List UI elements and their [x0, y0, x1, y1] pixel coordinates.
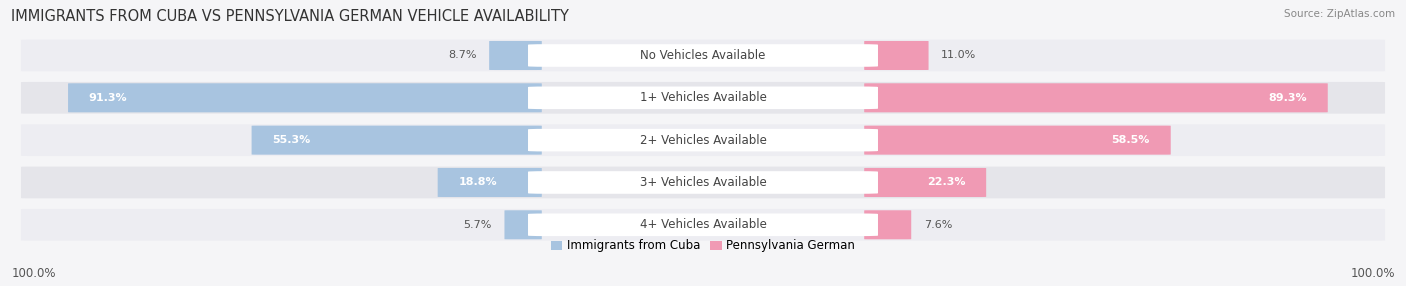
Text: 100.0%: 100.0%: [11, 267, 56, 280]
FancyBboxPatch shape: [865, 41, 928, 70]
FancyBboxPatch shape: [21, 166, 1385, 198]
Text: 89.3%: 89.3%: [1268, 93, 1308, 103]
Text: 2+ Vehicles Available: 2+ Vehicles Available: [640, 134, 766, 147]
Text: 11.0%: 11.0%: [941, 51, 976, 60]
FancyBboxPatch shape: [21, 209, 1385, 241]
FancyBboxPatch shape: [865, 83, 1327, 112]
Text: 22.3%: 22.3%: [927, 178, 966, 187]
FancyBboxPatch shape: [529, 44, 877, 67]
Legend: Immigrants from Cuba, Pennsylvania German: Immigrants from Cuba, Pennsylvania Germa…: [546, 235, 860, 257]
FancyBboxPatch shape: [865, 168, 986, 197]
Text: 3+ Vehicles Available: 3+ Vehicles Available: [640, 176, 766, 189]
Text: IMMIGRANTS FROM CUBA VS PENNSYLVANIA GERMAN VEHICLE AVAILABILITY: IMMIGRANTS FROM CUBA VS PENNSYLVANIA GER…: [11, 9, 569, 23]
Text: 7.6%: 7.6%: [924, 220, 952, 230]
Text: Source: ZipAtlas.com: Source: ZipAtlas.com: [1284, 9, 1395, 19]
Text: 55.3%: 55.3%: [273, 135, 311, 145]
Text: 18.8%: 18.8%: [458, 178, 496, 187]
Text: 1+ Vehicles Available: 1+ Vehicles Available: [640, 91, 766, 104]
Text: 100.0%: 100.0%: [1350, 267, 1395, 280]
FancyBboxPatch shape: [529, 86, 877, 109]
FancyBboxPatch shape: [865, 210, 911, 239]
Text: 4+ Vehicles Available: 4+ Vehicles Available: [640, 218, 766, 231]
FancyBboxPatch shape: [67, 83, 541, 112]
Text: 91.3%: 91.3%: [89, 93, 128, 103]
FancyBboxPatch shape: [489, 41, 541, 70]
FancyBboxPatch shape: [21, 39, 1385, 71]
FancyBboxPatch shape: [21, 124, 1385, 156]
Text: 58.5%: 58.5%: [1112, 135, 1150, 145]
Text: 5.7%: 5.7%: [464, 220, 492, 230]
FancyBboxPatch shape: [505, 210, 541, 239]
FancyBboxPatch shape: [529, 171, 877, 194]
FancyBboxPatch shape: [252, 126, 541, 155]
FancyBboxPatch shape: [529, 213, 877, 236]
Text: No Vehicles Available: No Vehicles Available: [640, 49, 766, 62]
FancyBboxPatch shape: [21, 82, 1385, 114]
FancyBboxPatch shape: [529, 129, 877, 152]
Text: 8.7%: 8.7%: [449, 51, 477, 60]
FancyBboxPatch shape: [865, 126, 1171, 155]
FancyBboxPatch shape: [437, 168, 541, 197]
